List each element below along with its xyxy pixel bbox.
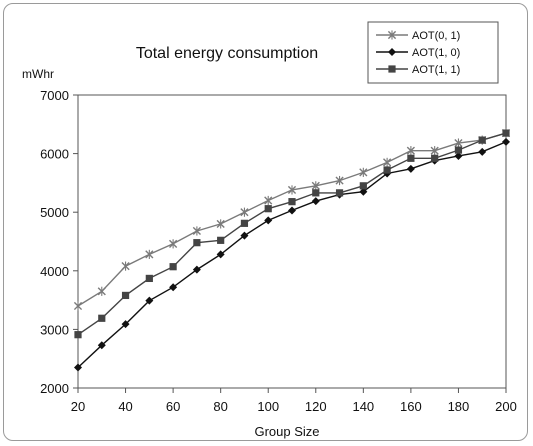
data-point (311, 197, 320, 206)
data-point (264, 195, 273, 206)
legend-item: AOT(1, 1) (376, 64, 460, 76)
data-point (383, 157, 392, 167)
series-line (77, 132, 507, 336)
y-tick-label: 6000 (40, 147, 69, 162)
data-point (169, 239, 178, 249)
x-tick-label: 140 (352, 399, 374, 414)
x-tick-label: 60 (166, 399, 180, 414)
x-tick-label: 180 (448, 399, 470, 414)
data-point (430, 146, 439, 156)
data-point (192, 265, 201, 274)
data-point (359, 167, 368, 177)
y-axis-label: mWhr (22, 67, 54, 81)
data-point (264, 205, 272, 213)
data-point (359, 182, 367, 190)
legend-marker (387, 30, 397, 40)
data-point (454, 138, 463, 148)
series-aot-0-1 (73, 128, 511, 311)
data-point (169, 263, 177, 271)
x-tick-label: 100 (257, 399, 279, 414)
data-point (335, 189, 344, 197)
data-point (240, 231, 249, 240)
data-point (97, 341, 106, 350)
data-point (478, 147, 487, 156)
legend-label: AOT(1, 0) (412, 47, 460, 59)
plot-area-border (77, 94, 507, 389)
data-point (240, 207, 249, 217)
series-line (77, 141, 507, 369)
data-point (478, 136, 486, 144)
data-point (406, 146, 415, 156)
series-layer (73, 128, 511, 372)
data-point (454, 146, 463, 154)
data-point (121, 291, 130, 300)
data-point (73, 301, 83, 311)
data-point (502, 137, 510, 146)
data-point (502, 129, 510, 137)
data-point (145, 296, 154, 305)
x-axis-label: Group Size (254, 424, 319, 439)
axes: 2000 3000 4000 5000 6000 7000 20 40 60 80 100 120 14… (40, 88, 517, 414)
data-point (121, 320, 130, 329)
data-point (216, 219, 225, 229)
data-point (454, 151, 463, 160)
data-point (359, 187, 368, 196)
data-point (383, 166, 391, 174)
data-point (312, 189, 320, 197)
x-tick-label: 120 (305, 399, 327, 414)
data-point (288, 206, 296, 215)
x-tick-label: 200 (495, 399, 517, 414)
legend-label: AOT(1, 1) (412, 64, 460, 76)
data-point (169, 283, 178, 292)
data-point (97, 286, 106, 296)
y-tick-label: 3000 (40, 322, 69, 337)
x-tick-label: 40 (118, 399, 132, 414)
y-tick-label: 4000 (40, 264, 69, 279)
data-point (287, 185, 297, 195)
data-point (192, 226, 201, 236)
data-point (74, 331, 82, 339)
x-tick-label: 20 (71, 399, 85, 414)
data-point (121, 261, 130, 271)
series-aot-1-1 (74, 129, 510, 339)
x-tick-label: 80 (213, 399, 227, 414)
data-point (311, 181, 320, 191)
legend: AOT(0, 1) AOT(1, 0) AOT(1, 1) (367, 21, 499, 84)
data-point (216, 250, 225, 259)
data-point (217, 236, 225, 244)
data-point (193, 239, 201, 247)
legend-marker (388, 65, 396, 73)
data-point (240, 219, 249, 227)
y-tick-label: 5000 (40, 205, 69, 220)
data-point (431, 154, 439, 162)
data-point (98, 314, 106, 322)
data-point (145, 249, 154, 259)
legend-label: AOT(0, 1) (412, 30, 460, 42)
series-aot-1-0 (74, 137, 510, 372)
legend-item: AOT(0, 1) (376, 30, 460, 42)
chart-title: Total energy consumption (136, 45, 318, 62)
legend-marker (388, 48, 396, 56)
data-point (406, 164, 415, 173)
data-point (74, 363, 82, 372)
x-tick-label: 160 (400, 399, 422, 414)
data-point (288, 198, 296, 206)
y-tick-label: 2000 (40, 381, 69, 396)
data-point (145, 274, 153, 283)
legend-item: AOT(1, 0) (376, 47, 460, 59)
y-tick-label: 7000 (40, 88, 69, 103)
data-point (335, 175, 344, 186)
data-point (407, 154, 415, 162)
data-point (264, 216, 273, 225)
